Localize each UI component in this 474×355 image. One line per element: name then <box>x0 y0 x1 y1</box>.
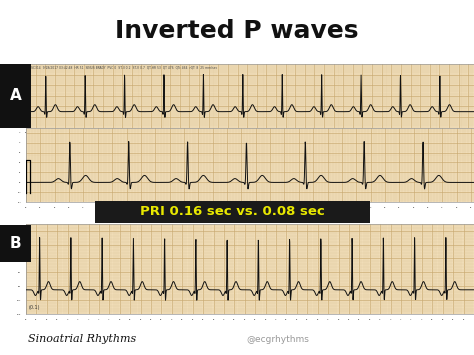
Text: A: A <box>9 88 21 103</box>
Text: SC314  9/28/2017 03:42:48  HR 51  SINUS BRADY  PVC 0  ST-II 0.2  ST-V 0.7  QT-HR: SC314 9/28/2017 03:42:48 HR 51 SINUS BRA… <box>30 66 217 70</box>
Text: B: B <box>9 236 21 251</box>
FancyBboxPatch shape <box>0 64 31 127</box>
FancyBboxPatch shape <box>95 201 370 223</box>
Text: @ecgrhythms: @ecgrhythms <box>246 335 310 344</box>
FancyBboxPatch shape <box>0 225 31 262</box>
Text: Inverted P waves: Inverted P waves <box>115 19 359 43</box>
Text: PRI 0.16 sec vs. 0.08 sec: PRI 0.16 sec vs. 0.08 sec <box>140 205 325 218</box>
Text: (0.1): (0.1) <box>28 305 40 310</box>
Text: Sinoatrial Rhythms: Sinoatrial Rhythms <box>28 334 137 344</box>
